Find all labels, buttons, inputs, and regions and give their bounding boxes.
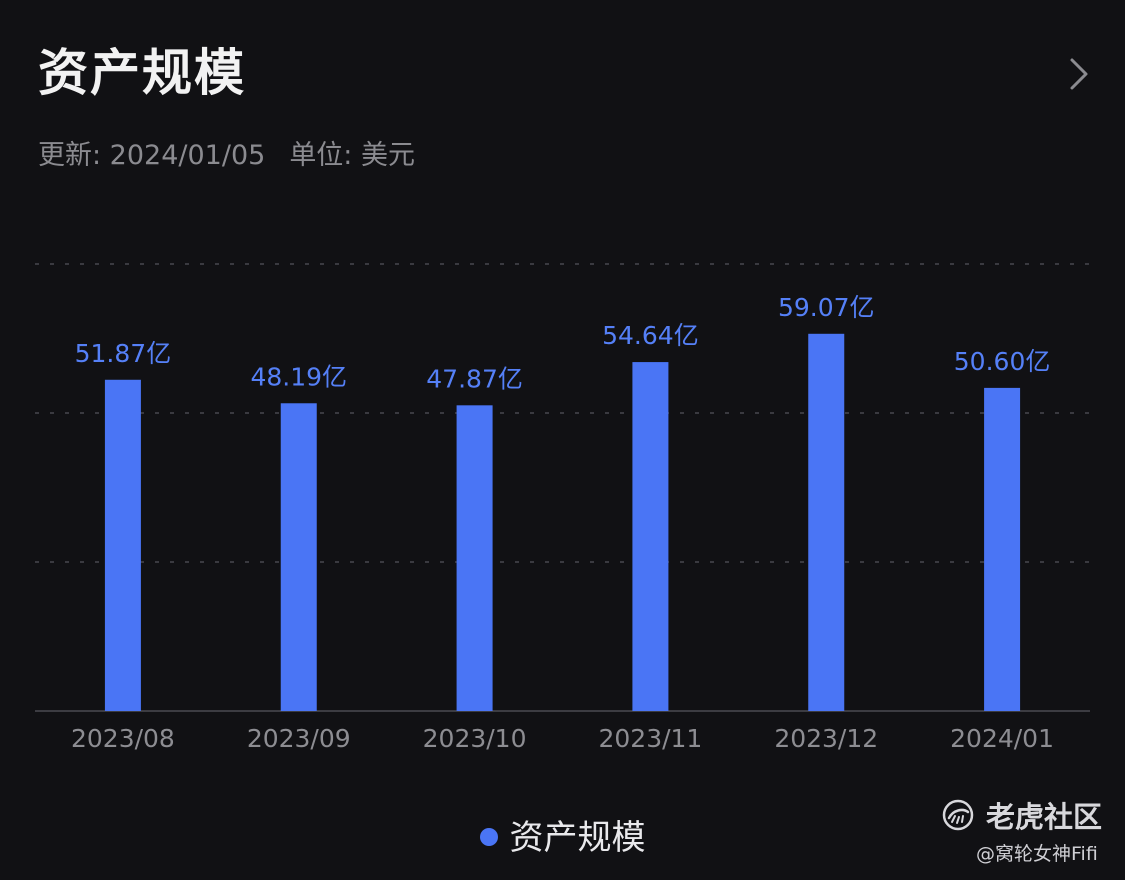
chevron-right-icon[interactable] xyxy=(1060,52,1096,96)
bar-value-label: 50.60亿 xyxy=(954,347,1051,376)
watermark-brand: 老虎社区 xyxy=(942,794,1102,836)
bar[interactable] xyxy=(280,403,317,711)
bar-value-label: 51.87亿 xyxy=(75,339,172,368)
bar[interactable] xyxy=(456,405,493,711)
watermark-user: @窝轮女神Fifi xyxy=(976,843,1098,865)
bar-value-label: 54.64亿 xyxy=(602,321,699,350)
bar[interactable] xyxy=(104,379,141,711)
watermark-brand-text: 老虎社区 xyxy=(986,800,1103,834)
unit-label: 单位: 美元 xyxy=(289,140,415,171)
legend-label: 资产规模 xyxy=(509,818,646,858)
bar[interactable] xyxy=(808,333,845,711)
legend-swatch xyxy=(479,827,498,846)
x-tick-label: 2023/12 xyxy=(774,724,878,753)
bar[interactable] xyxy=(632,362,669,711)
x-tick-label: 2023/08 xyxy=(71,724,175,753)
chart-subtitle: 更新: 2024/01/05 单位: 美元 xyxy=(38,136,415,176)
x-tick-label: 2023/09 xyxy=(247,724,351,753)
update-date: 更新: 2024/01/05 xyxy=(38,140,266,171)
chart-legend: 资产规模 xyxy=(0,812,1125,864)
bar[interactable] xyxy=(984,387,1021,711)
bar-value-label: 48.19亿 xyxy=(250,362,347,391)
x-tick-label: 2024/01 xyxy=(950,724,1054,753)
tiger-logo-icon xyxy=(942,799,974,831)
x-tick-label: 2023/10 xyxy=(423,724,527,753)
bar-value-label: 59.07亿 xyxy=(778,293,875,322)
bar-value-label: 47.87亿 xyxy=(426,364,523,393)
x-tick-label: 2023/11 xyxy=(598,724,702,753)
chart-title: 资产规模 xyxy=(38,44,246,102)
